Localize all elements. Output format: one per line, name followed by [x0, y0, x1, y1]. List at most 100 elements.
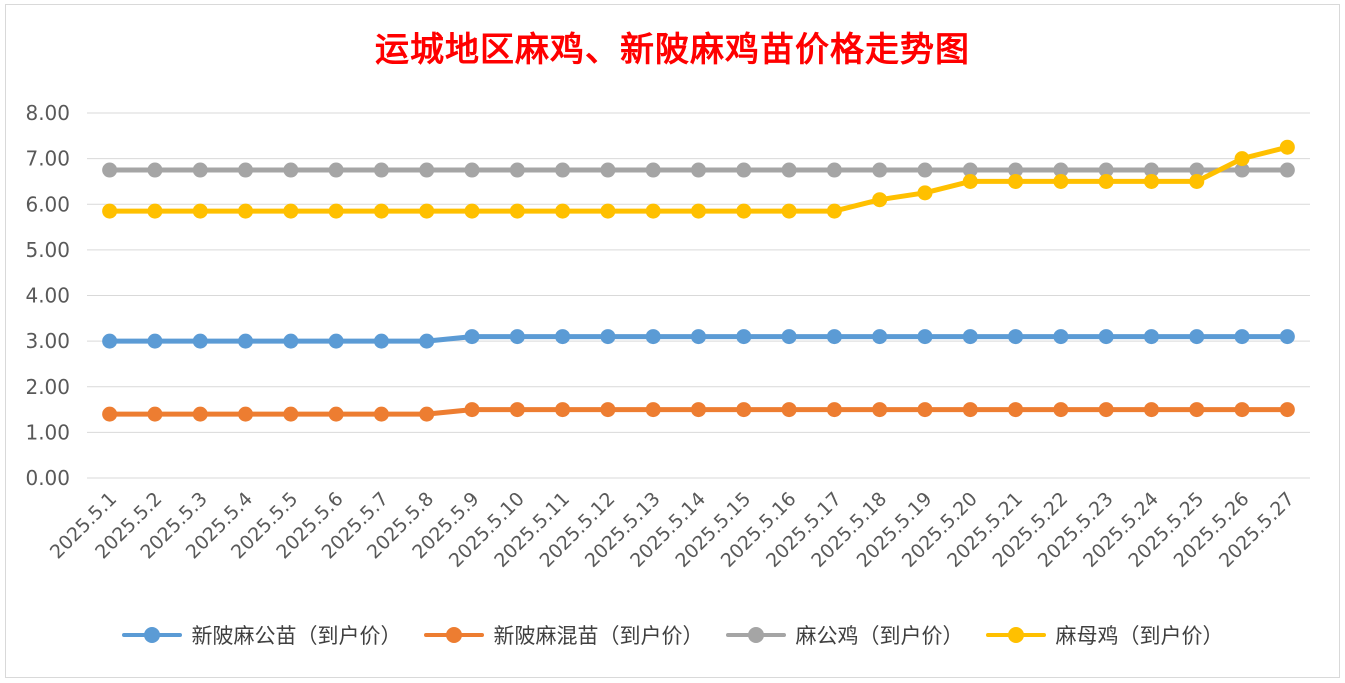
- data-point: [826, 162, 842, 178]
- data-point: [917, 185, 933, 201]
- data-point: [238, 203, 254, 219]
- data-point: [464, 402, 480, 418]
- data-point: [826, 402, 842, 418]
- data-point: [509, 203, 525, 219]
- data-point: [147, 406, 163, 422]
- y-tick-label: 6.00: [25, 192, 70, 216]
- legend-label: 新陂麻公苗（到户价）: [191, 624, 402, 648]
- data-point: [826, 329, 842, 345]
- legend: 新陂麻公苗（到户价） 新陂麻混苗（到户价） 麻公鸡（到户价） 麻母鸡（到户价）: [0, 620, 1345, 650]
- y-tick-label: 0.00: [25, 466, 70, 490]
- data-point: [555, 203, 571, 219]
- data-point: [373, 406, 389, 422]
- data-point: [419, 333, 435, 349]
- data-point: [373, 333, 389, 349]
- data-point: [464, 162, 480, 178]
- legend-item[interactable]: 新陂麻公苗（到户价）: [121, 620, 402, 650]
- data-point: [1008, 329, 1024, 345]
- data-point: [781, 402, 797, 418]
- y-tick-label: 5.00: [25, 238, 70, 262]
- data-point: [419, 162, 435, 178]
- data-point: [192, 203, 208, 219]
- y-tick-label: 4.00: [25, 284, 70, 308]
- data-point: [192, 406, 208, 422]
- data-point: [283, 406, 299, 422]
- data-point: [1189, 329, 1205, 345]
- data-point: [1189, 402, 1205, 418]
- data-point: [1053, 402, 1069, 418]
- data-point: [781, 329, 797, 345]
- data-point: [509, 402, 525, 418]
- data-point: [781, 203, 797, 219]
- data-point: [1098, 162, 1114, 178]
- data-point: [555, 162, 571, 178]
- data-point: [509, 162, 525, 178]
- data-point: [1234, 162, 1250, 178]
- data-point: [102, 333, 118, 349]
- legend-label: 新陂麻混苗（到户价）: [493, 624, 704, 648]
- data-point: [328, 406, 344, 422]
- data-point: [645, 203, 661, 219]
- data-point: [1053, 329, 1069, 345]
- data-point: [691, 402, 706, 418]
- data-point: [464, 203, 480, 219]
- data-point: [328, 203, 344, 219]
- legend-swatch: [121, 627, 182, 643]
- legend-item[interactable]: 麻母鸡（到户价）: [985, 620, 1224, 650]
- data-point: [555, 329, 571, 345]
- data-point: [600, 329, 616, 345]
- data-point: [1008, 173, 1024, 189]
- data-point: [373, 203, 389, 219]
- data-point: [238, 162, 254, 178]
- data-point: [102, 203, 118, 219]
- data-point: [102, 162, 118, 178]
- data-point: [736, 162, 752, 178]
- legend-label: 麻公鸡（到户价）: [795, 624, 964, 648]
- data-point: [1279, 162, 1295, 178]
- y-tick-label: 1.00: [25, 420, 70, 444]
- chart-title: 运城地区麻鸡、新陂麻鸡苗价格走势图: [375, 30, 970, 70]
- data-point: [1053, 173, 1069, 189]
- y-tick-label: 2.00: [25, 375, 70, 399]
- legend-label: 麻母鸡（到户价）: [1055, 624, 1224, 648]
- data-point: [147, 162, 163, 178]
- legend-item[interactable]: 新陂麻混苗（到户价）: [423, 620, 704, 650]
- data-point: [872, 402, 888, 418]
- data-point: [238, 406, 254, 422]
- data-point: [328, 333, 344, 349]
- data-point: [147, 203, 163, 219]
- y-tick-label: 3.00: [25, 329, 70, 353]
- data-point: [1008, 162, 1024, 178]
- data-point: [600, 162, 616, 178]
- data-point: [917, 162, 933, 178]
- data-point: [1098, 402, 1114, 418]
- data-point: [1098, 173, 1114, 189]
- data-point: [1143, 173, 1159, 189]
- data-point: [147, 333, 163, 349]
- data-point: [872, 162, 888, 178]
- data-point: [509, 329, 525, 345]
- data-point: [1234, 151, 1250, 167]
- data-point: [736, 203, 752, 219]
- y-tick-label: 8.00: [25, 101, 70, 125]
- data-point: [373, 162, 389, 178]
- data-point: [283, 162, 299, 178]
- data-point: [1234, 329, 1250, 345]
- data-point: [1053, 162, 1069, 178]
- data-point: [826, 203, 842, 219]
- data-point: [691, 203, 706, 219]
- data-point: [283, 333, 299, 349]
- data-point: [1008, 402, 1024, 418]
- data-point: [1143, 329, 1159, 345]
- data-point: [917, 329, 933, 345]
- legend-swatch: [423, 627, 484, 643]
- data-point: [962, 402, 978, 418]
- data-point: [872, 192, 888, 208]
- data-point: [464, 329, 480, 345]
- data-point: [1189, 173, 1205, 189]
- data-point: [1279, 139, 1295, 155]
- legend-item[interactable]: 麻公鸡（到户价）: [725, 620, 964, 650]
- data-point: [962, 329, 978, 345]
- data-point: [917, 402, 933, 418]
